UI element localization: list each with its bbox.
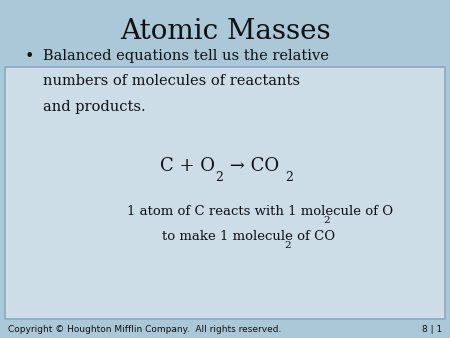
Text: Copyright © Houghton Mifflin Company.  All rights reserved.: Copyright © Houghton Mifflin Company. Al… (8, 325, 282, 334)
Text: and products.: and products. (43, 100, 145, 114)
Text: 2: 2 (284, 241, 291, 250)
Text: 8 | 1: 8 | 1 (422, 325, 442, 334)
FancyBboxPatch shape (5, 67, 445, 319)
Text: 2: 2 (215, 171, 223, 184)
Text: •: • (25, 49, 34, 64)
Text: Atomic Masses: Atomic Masses (120, 18, 330, 45)
Text: → CO: → CO (224, 157, 279, 175)
Text: 1 atom of C reacts with 1 molecule of O: 1 atom of C reacts with 1 molecule of O (127, 204, 393, 218)
Text: C + O: C + O (160, 157, 215, 175)
Text: 2: 2 (324, 216, 330, 225)
Text: to make 1 molecule of CO: to make 1 molecule of CO (162, 230, 335, 243)
Text: 2: 2 (285, 171, 293, 184)
Bar (0, 0, 450, 63)
Text: Balanced equations tell us the relative: Balanced equations tell us the relative (43, 49, 328, 63)
Text: numbers of molecules of reactants: numbers of molecules of reactants (43, 74, 300, 88)
